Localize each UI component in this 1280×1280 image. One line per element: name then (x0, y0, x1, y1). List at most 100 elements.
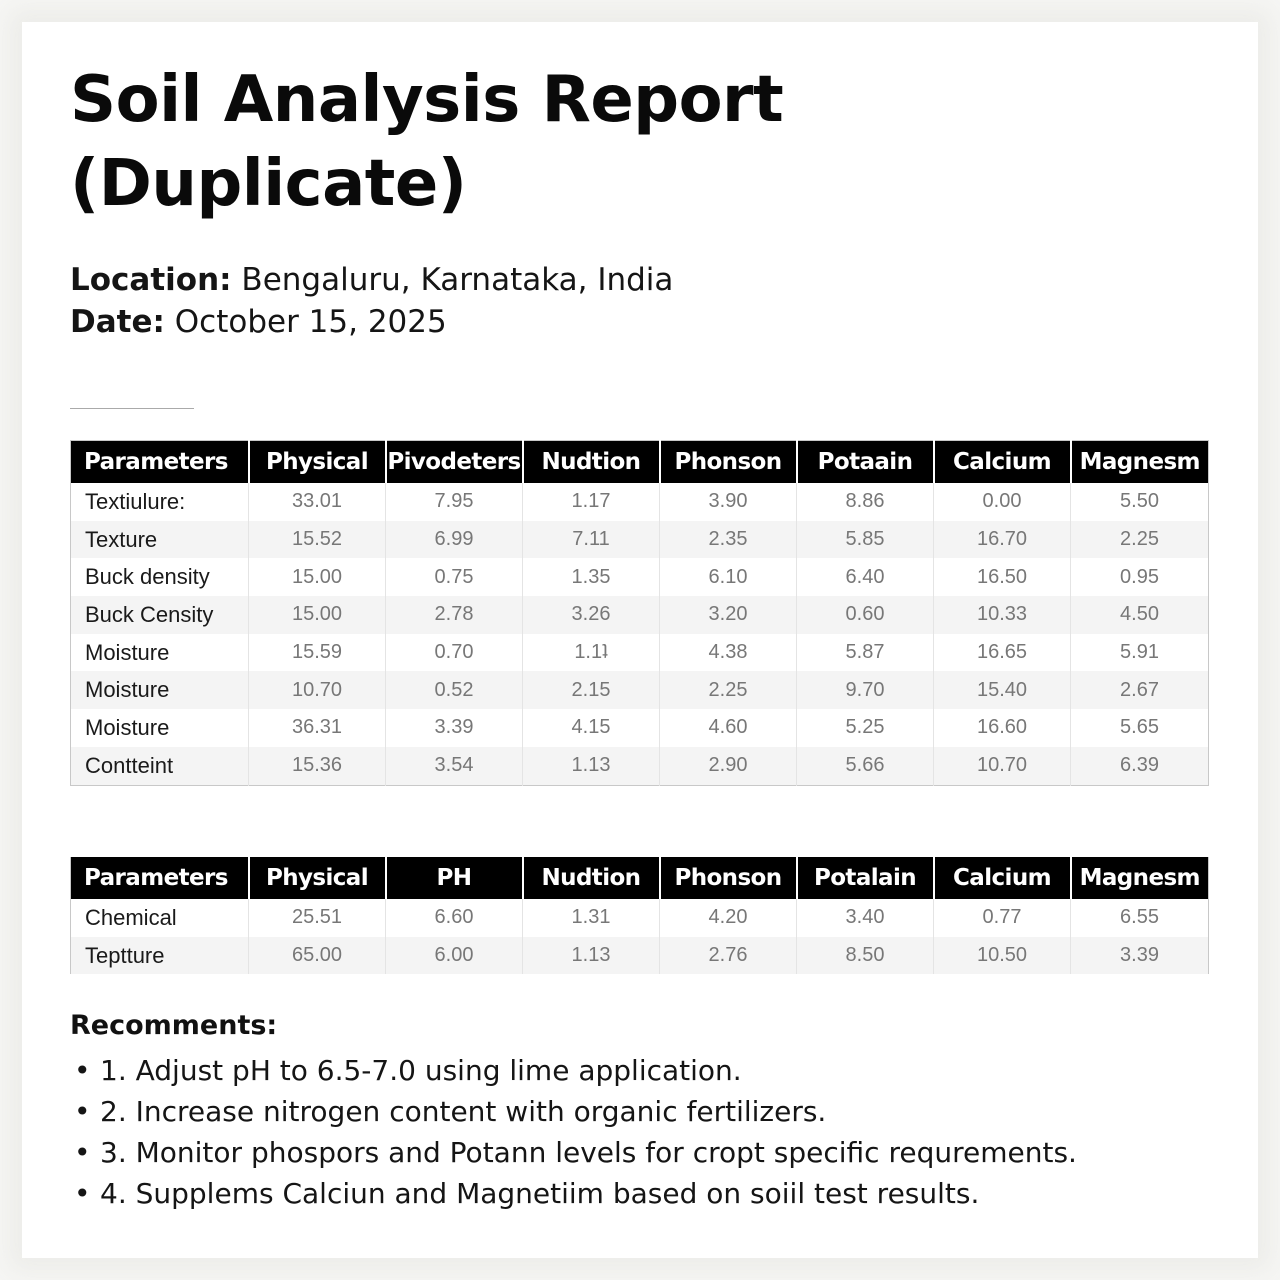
table-cell: 10.33 (933, 596, 1071, 634)
bullet-icon: • (74, 1054, 91, 1087)
column-header: Nudtion (522, 440, 661, 483)
row-label: Moisture (70, 633, 249, 672)
table-cell: 6.39 (1070, 746, 1209, 785)
table-cell: 2.15 (522, 671, 660, 710)
location-line: Location: Bengaluru, Karnataka, India (70, 262, 673, 298)
table-cell: 4.15 (522, 709, 660, 747)
row-label: Buck Censity (70, 596, 249, 634)
column-header: Calcium (933, 440, 1072, 483)
date-value: October 15, 2025 (174, 304, 447, 340)
table-cell: 16.60 (933, 709, 1071, 747)
table-row: Teptture 65.00 6.00 1.13 2.76 8.50 10.50 3.39 (70, 936, 1209, 975)
soil-table-chemical: Parameters Physical PH Nudtion Phonson P… (70, 857, 1209, 975)
location-value: Bengaluru, Karnataka, India (241, 262, 674, 298)
table-cell: 3.39 (385, 709, 523, 747)
table-row: Textiulure: 33.01 7.95 1.17 3.90 8.86 0.00 5.50 (70, 483, 1209, 521)
table-cell: 15.52 (248, 520, 386, 559)
table-cell: 0.75 (385, 558, 523, 597)
report-title: Soil Analysis Report (Duplicate) (70, 63, 784, 221)
table-row: Buck Censity 15.00 2.78 3.26 3.20 0.60 10.33 4.… (70, 596, 1209, 634)
table-cell: 3.26 (522, 596, 660, 634)
table-cell: 3.40 (796, 899, 934, 937)
table-cell: 1.13 (522, 936, 660, 975)
column-header: PH (385, 857, 524, 899)
table-cell: 1.35 (522, 558, 660, 597)
table-cell: 15.40 (933, 671, 1071, 710)
column-header: Potalain (796, 857, 935, 899)
date-label: Date: (70, 304, 165, 340)
table-cell: 16.50 (933, 558, 1071, 597)
table-cell: 5.25 (796, 709, 934, 747)
table-cell: 7.11 (522, 520, 660, 559)
table-cell: 6.10 (659, 558, 797, 597)
date-line: Date: October 15, 2025 (70, 304, 447, 340)
table-cell: 2.25 (659, 671, 797, 710)
table-cell: 16.70 (933, 520, 1071, 559)
recommendations-heading: Recomments: (70, 1010, 278, 1041)
soil-table-physical: Parameters Physical Pivodeters Nudtion P… (70, 440, 1209, 786)
column-header: Potaain (796, 440, 935, 483)
table-cell: 0.00 (933, 483, 1071, 521)
table-cell: 2.76 (659, 936, 797, 975)
table-cell: 4.38 (659, 633, 797, 672)
table-cell: 6.99 (385, 520, 523, 559)
table-row: Moisture 15.59 0.70 1.1ʇ 4.38 5.87 16.65 5.91 (70, 633, 1209, 672)
table-cell: 5.50 (1120, 490, 1159, 513)
row-label: Moisture (70, 671, 249, 710)
recommendation-text: 3. Monitor phospors and Potann levels fo… (100, 1136, 1077, 1169)
table-cell: 36.31 (248, 709, 386, 747)
table-cell: 10.70 (248, 671, 386, 710)
table-row: Contteint 15.36 3.54 1.13 2.90 5.66 10.70 6.39 (70, 746, 1209, 785)
column-header: Calcium (933, 857, 1072, 899)
table-cell: 0.52 (385, 671, 523, 710)
recommendation-text: 2. Increase nitrogen content with organi… (100, 1095, 827, 1128)
location-label: Location: (70, 262, 232, 298)
recommendations-list: • 1. Adjust pH to 6.5-7.0 using lime appl… (74, 1050, 1077, 1214)
table-cell: 8.50 (796, 936, 934, 975)
table-cell: 15.00 (248, 596, 386, 634)
column-header: Parameters (70, 857, 250, 899)
row-label: Chemical (70, 899, 249, 937)
column-header: Physical (248, 857, 387, 899)
list-item: • 3. Monitor phospors and Potann levels f… (74, 1132, 1077, 1173)
table-cell: 6.60 (385, 899, 523, 937)
table-cell: 3.20 (659, 596, 797, 634)
column-header: Physical (248, 440, 387, 483)
divider (70, 408, 194, 409)
table-cell: 4.20 (659, 899, 797, 937)
table-header-row: Parameters Physical Pivodeters Nudtion P… (70, 440, 1209, 483)
table-cell: 1.1ʇ (522, 633, 660, 672)
table-cell: 5.66 (796, 746, 934, 785)
table-cell: 7.95 (385, 483, 523, 521)
column-header: Parameters (70, 440, 250, 483)
table-cell: 6.00 (385, 936, 523, 975)
table-cell: 2.67 (1070, 671, 1209, 710)
row-label: Teptture (70, 936, 249, 975)
table-cell: 6.55 (1120, 906, 1159, 929)
row-label: Texture (70, 520, 249, 559)
table-cell: 1.17 (522, 483, 660, 521)
table-row: Chemical 25.51 6.60 1.31 4.20 3.40 0.77 6.55 (70, 899, 1209, 937)
table-cell: 5.91 (1120, 641, 1159, 664)
table-cell: 1.13 (522, 746, 660, 785)
column-header: Nudtion (522, 857, 661, 899)
table-cell: 65.00 (248, 936, 386, 975)
table-row: Moisture 10.70 0.52 2.15 2.25 9.70 15.40 2.67 (70, 671, 1209, 710)
table-cell: 8.86 (796, 483, 934, 521)
table-cell: 4.50 (1070, 596, 1209, 634)
table-cell: 3.54 (385, 746, 523, 785)
row-label: Textiulure: (70, 483, 249, 521)
list-item: • 1. Adjust pH to 6.5-7.0 using lime appl… (74, 1050, 1077, 1091)
column-header: Magnesm (1070, 440, 1209, 483)
column-header: Pivodeters (385, 440, 524, 483)
table-cell: 2.78 (385, 596, 523, 634)
table-cell: 10.70 (933, 746, 1071, 785)
table-cell: 1.31 (522, 899, 660, 937)
recommendation-text: 1. Adjust pH to 6.5-7.0 using lime appli… (100, 1054, 742, 1087)
bullet-icon: • (74, 1136, 91, 1169)
table-cell: 25.51 (248, 899, 386, 937)
table-cell: 15.59 (248, 633, 386, 672)
table-cell: 0.70 (385, 633, 523, 672)
table-cell: 15.00 (248, 558, 386, 597)
list-item: • 4. Supplems Calciun and Magnetiim based… (74, 1173, 1077, 1214)
